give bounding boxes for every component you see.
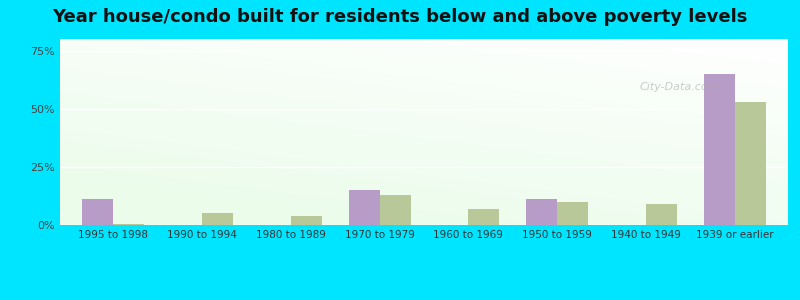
Bar: [349, 190, 380, 225]
Bar: [468, 209, 499, 225]
Bar: [114, 224, 144, 225]
Bar: [380, 195, 410, 225]
Bar: [82, 200, 114, 225]
Text: City-Data.com: City-Data.com: [640, 82, 719, 92]
Bar: [557, 202, 588, 225]
Bar: [704, 74, 734, 225]
Bar: [526, 200, 557, 225]
Bar: [291, 216, 322, 225]
Bar: [646, 204, 677, 225]
Bar: [202, 213, 233, 225]
Text: Year house/condo built for residents below and above poverty levels: Year house/condo built for residents bel…: [52, 8, 748, 26]
Bar: [734, 102, 766, 225]
